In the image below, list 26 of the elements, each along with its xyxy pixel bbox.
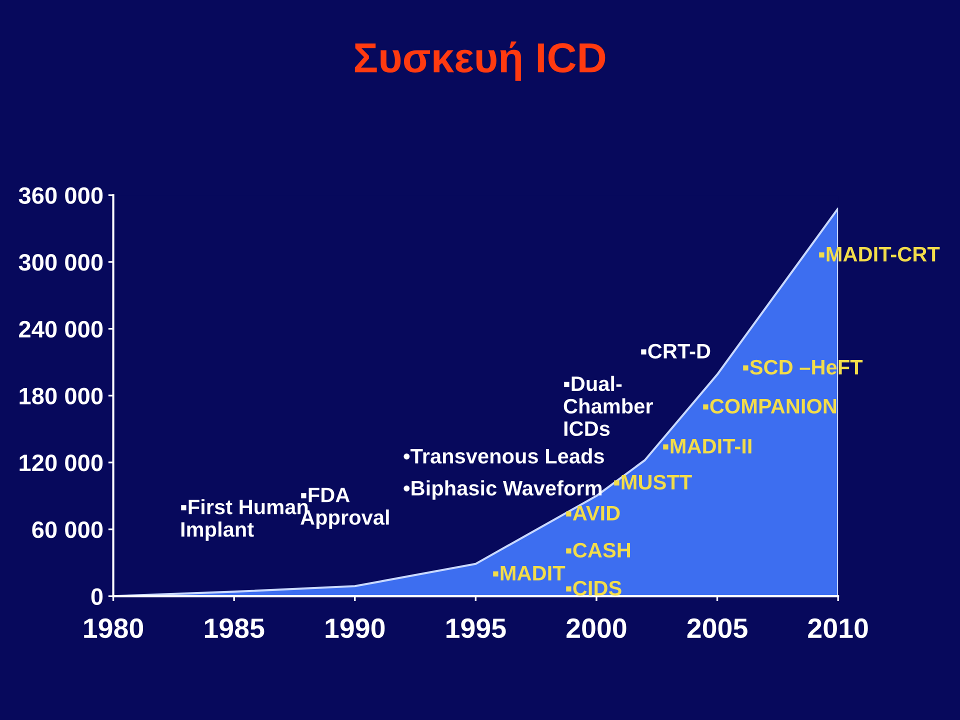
- y-tick-label: 240 000: [19, 320, 103, 338]
- annotation: •Biphasic Waveform: [404, 480, 602, 500]
- chart-title: Συσκευή ICD: [354, 42, 606, 81]
- annotation: ▪CRT-D: [641, 344, 710, 359]
- y-tick-label: 0: [91, 588, 103, 605]
- annotation: ▪MUSTT: [614, 474, 692, 490]
- x-tick-label: 1990: [326, 618, 385, 638]
- annotation: ▪MADIT-II: [663, 439, 752, 454]
- annotation: ▪Dual- Chamber ICDs: [564, 376, 653, 436]
- x-tick-label: 2005: [687, 618, 748, 638]
- y-tick-label: 60 000: [32, 521, 103, 538]
- annotation: ▪AVID: [566, 506, 620, 520]
- y-tick-label: 360 000: [18, 187, 103, 204]
- x-tick-label: 2000: [566, 618, 626, 638]
- x-tick-label: 1985: [204, 618, 264, 638]
- x-tick-label: 1980: [84, 618, 144, 638]
- annotation: ▪COMPANION: [703, 398, 836, 414]
- annotation: ▪MADIT: [493, 566, 566, 580]
- x-tick-label: 1995: [446, 618, 506, 638]
- x-tick-label: 2010: [808, 618, 868, 638]
- y-tick-label: 180 000: [20, 388, 103, 404]
- y-tick-label: 120 000: [20, 454, 103, 472]
- y-tick-label: 300 000: [18, 254, 103, 271]
- annotation: ▪CIDS: [566, 580, 622, 596]
- annotation: ▪CASH: [566, 542, 630, 558]
- annotation: •Transvenous Leads: [404, 448, 604, 464]
